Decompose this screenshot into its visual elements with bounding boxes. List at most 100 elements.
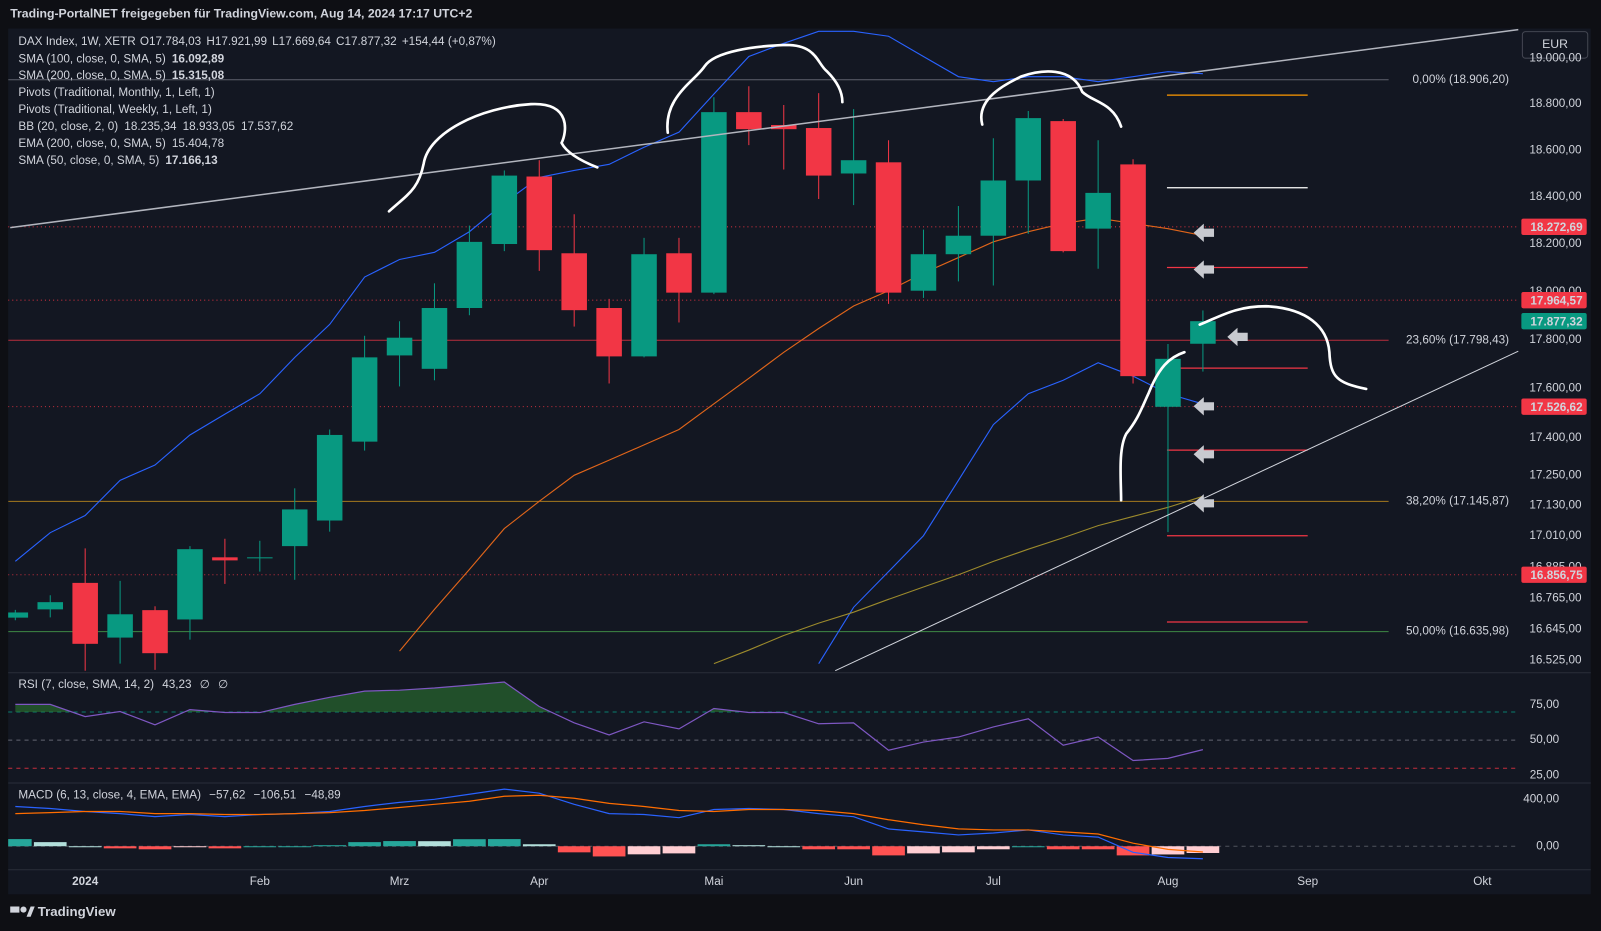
indicator-label: Pivots (Traditional, Monthly, 1, Left, 1… (18, 86, 214, 99)
macd-tick-label: 400,00 (1523, 792, 1559, 805)
hand-drawing (387, 102, 599, 213)
macd-histogram-bar (942, 846, 975, 853)
y-tick-label: 18.200,00 (1529, 237, 1582, 250)
x-tick-label: Jul (986, 875, 1001, 888)
trend-line (834, 350, 1519, 672)
price-tag-label: 18.272,69 (1530, 221, 1583, 234)
macd-histogram-bar (872, 846, 905, 856)
y-tick-label: 17.010,00 (1529, 529, 1582, 542)
macd-histogram-bar (907, 846, 940, 854)
price-tag-label: 16.856,75 (1530, 569, 1583, 582)
main-pane (8, 30, 1520, 671)
macd-histogram-bar (1151, 846, 1185, 855)
macd-histogram-bar (453, 839, 486, 847)
candle-body (736, 112, 762, 130)
candle-body (1015, 118, 1042, 181)
macd-histogram-bar (173, 846, 207, 848)
x-tick-label: Okt (1473, 875, 1492, 888)
candle-body (316, 434, 343, 521)
macd-histogram-bar (383, 841, 416, 847)
brand: TradingView (38, 904, 117, 919)
candle-body (8, 612, 29, 618)
y-tick-label: 16.765,00 (1529, 591, 1582, 604)
candle-body (281, 509, 308, 547)
macd-pane (8, 788, 1520, 860)
currency-box[interactable] (1521, 31, 1589, 59)
macd-histogram-bar (837, 846, 870, 850)
price-tag-label: 17.964,57 (1530, 294, 1583, 307)
candle-body (910, 254, 937, 291)
y-tick-label: 18.400,00 (1529, 190, 1582, 203)
macd-histogram-bar (313, 845, 347, 847)
candle-body (1190, 321, 1216, 344)
macd-histogram-bar (348, 842, 381, 847)
macd-histogram-bar (1046, 846, 1080, 850)
macd-histogram-bar (487, 839, 521, 847)
macd-histogram-bar (33, 842, 67, 847)
macd-histogram-bar (68, 846, 102, 848)
macd-histogram-bar (802, 846, 836, 850)
x-tick-label: Apr (530, 875, 548, 888)
macd-histogram-bar (1011, 846, 1045, 848)
candle-body (421, 308, 448, 369)
macd-histogram-bar (243, 846, 277, 848)
currency[interactable]: EUR (1542, 37, 1568, 51)
rsi-tick-label: 25,00 (1530, 768, 1560, 781)
macd-histogram-bar (976, 846, 1010, 850)
macd-histogram-bar (1186, 846, 1220, 853)
macd-histogram-bar (278, 846, 312, 848)
legend-key: L (272, 35, 279, 48)
rsi-line (15, 681, 1204, 762)
hand-drawing (980, 70, 1123, 128)
candle-body (701, 112, 727, 293)
legend-value: 17.921,99 (215, 35, 267, 48)
rsi-extra: ∅ (200, 678, 210, 691)
macd-histogram-bar (662, 846, 696, 854)
candle-body (1155, 358, 1181, 407)
macd-histogram-bar (8, 839, 32, 847)
candle-body (1120, 164, 1146, 377)
macd-histogram-bar (1081, 846, 1115, 850)
candle-body (561, 253, 587, 311)
macd-histogram-bar (557, 846, 591, 853)
candle-body (37, 602, 64, 610)
y-tick-label: 17.800,00 (1529, 333, 1582, 346)
indicator-line (818, 362, 1204, 664)
candle-body (142, 610, 168, 654)
candle-body (631, 254, 657, 357)
indicator-label: BB (20, close, 2, 0) (18, 120, 118, 133)
macd-histogram-bar (732, 845, 766, 847)
candle-body (805, 128, 832, 176)
candle-body (177, 549, 203, 620)
macd-tick-label: 0,00 (1536, 839, 1559, 852)
price-tag (1521, 313, 1587, 330)
indicator-label: Pivots (Traditional, Weekly, 1, Left, 1) (18, 103, 212, 116)
y-tick-label: 16.645,00 (1529, 622, 1582, 635)
brand-logo (10, 906, 35, 917)
indicator-line (713, 495, 1204, 665)
indicator-value: 17.537,62 (241, 120, 293, 133)
hand-drawing (1198, 304, 1368, 391)
macd-histogram-bar (418, 841, 451, 847)
trend-line (10, 28, 1519, 229)
indicator-line (14, 30, 1203, 562)
rsi-legend: RSI (7, close, SMA, 14, 2) (18, 678, 154, 691)
candle-body (212, 557, 238, 561)
rsi-pane (8, 681, 1520, 769)
candle-body (770, 125, 797, 130)
macd-line (15, 788, 1203, 860)
macd-value: −106,51 (254, 788, 297, 801)
legend-change: +154,44 (+0,87%) (402, 35, 496, 48)
legend-key: O (140, 35, 149, 48)
candle-body (1050, 121, 1076, 252)
legend-key: H (206, 35, 214, 48)
x-tick-label: 2024 (72, 875, 99, 888)
candle-body (1085, 192, 1111, 229)
macd-histogram-bar (138, 846, 172, 850)
drawings (10, 28, 1519, 672)
candle-body (980, 180, 1007, 236)
candle-body (107, 614, 133, 638)
candle-body (526, 176, 553, 251)
